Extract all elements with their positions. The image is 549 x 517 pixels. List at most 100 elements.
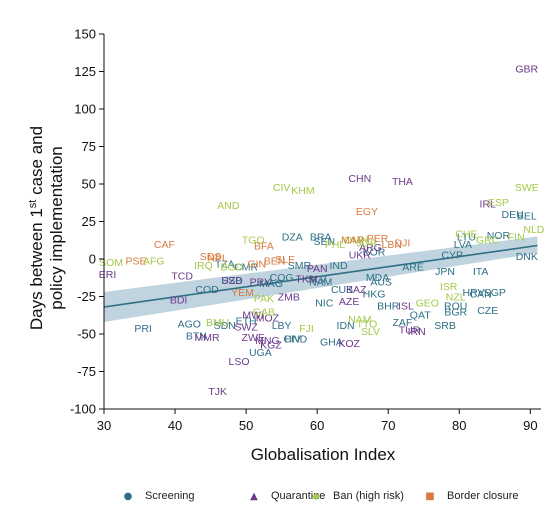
legend-item-screening: ● Screening [124, 490, 195, 502]
point-label-ind: IND [329, 260, 348, 272]
point-label-isr: ISR [440, 281, 458, 293]
point-label-lbn: LBN [382, 239, 402, 251]
point-label-sds: SDS [200, 251, 222, 263]
point-label-qat: QAT [410, 310, 431, 322]
point-label-idn: IDN [337, 320, 355, 332]
point-label-pse: PSE [125, 256, 146, 268]
point-label-smr: SMR [288, 260, 312, 272]
point-label-geo: GEO [416, 298, 439, 310]
point-label-khm: KHM [291, 185, 314, 197]
point-label-bfa: BFA [254, 241, 274, 253]
point-label-lso: LSO [229, 356, 250, 368]
point-label-isl: ISL [398, 301, 414, 313]
point-label-uga: UGA [249, 347, 272, 359]
y-tick-label: 0 [89, 252, 96, 267]
y-tick-label: 125 [74, 64, 96, 79]
point-label-cog: COG [270, 272, 294, 284]
point-label-tgo: TGO [242, 235, 265, 247]
point-label-gbr: GBR [515, 64, 538, 76]
point-label-mag: MAG [259, 278, 283, 290]
point-label-jor: JOR [356, 238, 377, 250]
y-axis-title: Days between 1st case and policy impleme… [27, 126, 66, 330]
point-label-aze: AZE [339, 296, 359, 308]
point-label-bhr: BHR [377, 301, 400, 313]
legend-label: Border closure [447, 490, 519, 502]
point-label-pri: PRI [134, 323, 152, 335]
x-tick-label: 60 [310, 418, 324, 433]
x-tick-label: 40 [168, 418, 182, 433]
point-label-ltu: LTU [457, 232, 476, 244]
point-label-dji: DJI [395, 238, 411, 250]
point-label-tkm: TKM [295, 274, 317, 286]
point-label-per: PER [367, 233, 389, 245]
y-tick-label: 75 [82, 139, 96, 154]
point-label-tjk: TJK [208, 386, 227, 398]
point-label-caf: CAF [154, 239, 175, 251]
point-label-tto: TTO [357, 319, 378, 331]
point-label-nzl: NZL [446, 292, 466, 304]
point-label-cmr: CMR [234, 262, 258, 274]
point-label-ita: ITA [473, 266, 489, 278]
point-label-and: AND [217, 200, 240, 212]
y-tick-label: 150 [74, 27, 96, 42]
axes-layer: -100 -75 -50 -25 0 25 50 75 100 125 150 30 40 50 60 70 8… [70, 27, 541, 433]
point-label-nor: NOR [487, 230, 511, 242]
point-label-ssd: SSD [221, 275, 243, 287]
point-label-fin: FIN [508, 232, 525, 244]
point-label-yem: YEM [231, 287, 254, 299]
point-label-srb: SRB [434, 320, 456, 332]
point-label-koz: KOZ [338, 338, 360, 350]
point-label-uzb: UZB [221, 275, 242, 287]
point-label-zwe: ZWE [242, 332, 265, 344]
point-label-bmu: BMU [206, 317, 229, 329]
point-label-hkg: HKG [363, 289, 386, 301]
legend-label: Screening [145, 490, 195, 502]
point-label-ben: BEN [264, 256, 286, 268]
point-label-irn: IRN [408, 326, 426, 338]
point-label-som: SOM [99, 257, 123, 269]
point-label-gab: GAB [253, 307, 275, 319]
point-label-gha: GHA [320, 337, 343, 349]
x-axis-title: Globalisation Index [251, 445, 396, 464]
legend-marker: ■ [425, 491, 434, 502]
point-label-ago: AGO [178, 319, 201, 331]
point-label-kaz: KAZ [346, 284, 367, 296]
point-label-tcd: TCD [171, 271, 193, 283]
point-label-tur: TUR [399, 325, 421, 337]
point-label-mar: MAR [341, 235, 365, 247]
x-tick-label: 80 [452, 418, 466, 433]
y-tick-label: -25 [77, 289, 96, 304]
point-label-slv: SLV [361, 326, 380, 338]
legend-label: Ban (high risk) [333, 490, 404, 502]
point-label-che: CHE [455, 229, 477, 241]
point-label-cod: COD [195, 284, 219, 296]
y-tick-label: 100 [74, 102, 96, 117]
point-label-moz: MOZ [256, 313, 280, 325]
point-label-civ: CIV [284, 334, 302, 346]
point-label-slv: SLV [308, 274, 327, 286]
point-label-phl: PHL [325, 239, 346, 251]
point-label-cyp: CYP [441, 250, 463, 262]
point-label-jpn: JPN [435, 266, 455, 278]
point-label-ukr: UKR [349, 250, 372, 262]
point-label-arg: ARG [359, 242, 382, 254]
point-label-cub: CUB [331, 284, 353, 296]
y-axis-title-part-2: case and [27, 126, 46, 200]
legend: ● Screening ▲ Quarantine◆ Ban (high risk) ■ Bo… [124, 490, 519, 502]
point-label-grc: GRC [476, 235, 500, 247]
point-label-bdi: BDI [170, 295, 188, 307]
point-label-deu: DEU [501, 209, 523, 221]
point-label-chn: CHN [348, 173, 371, 185]
point-label-btn: BTN [186, 331, 207, 343]
point-label-lby: LBY [272, 320, 292, 332]
point-label-hnd: HND [284, 334, 307, 346]
point-label-hrv: HRV [463, 287, 485, 299]
point-label-irq: IRQ [194, 260, 213, 272]
point-label-bgd: BGD [221, 262, 244, 274]
y-tick-label: -50 [77, 327, 96, 342]
svg-text:Days between 1st case and: Days between 1st case and [27, 126, 46, 330]
legend-marker: ◆ [312, 491, 320, 502]
point-label-egy: EGY [356, 206, 378, 218]
